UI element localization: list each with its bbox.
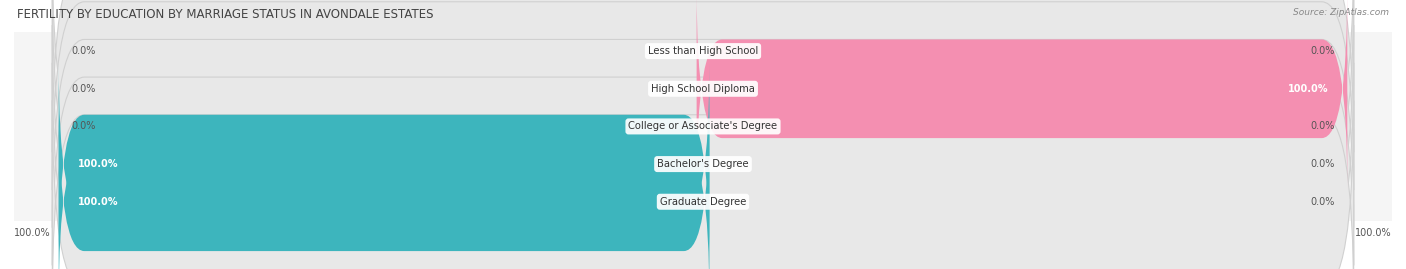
Text: 100.0%: 100.0% bbox=[14, 228, 51, 238]
FancyBboxPatch shape bbox=[52, 0, 1354, 153]
Text: High School Diploma: High School Diploma bbox=[651, 84, 755, 94]
FancyBboxPatch shape bbox=[52, 100, 1354, 269]
Text: 0.0%: 0.0% bbox=[1310, 159, 1334, 169]
Text: Less than High School: Less than High School bbox=[648, 46, 758, 56]
Text: 0.0%: 0.0% bbox=[1310, 197, 1334, 207]
Text: 0.0%: 0.0% bbox=[72, 46, 96, 56]
Text: 0.0%: 0.0% bbox=[72, 84, 96, 94]
Text: 0.0%: 0.0% bbox=[1310, 46, 1334, 56]
FancyBboxPatch shape bbox=[52, 25, 1354, 228]
Text: Bachelor's Degree: Bachelor's Degree bbox=[657, 159, 749, 169]
Text: 0.0%: 0.0% bbox=[72, 121, 96, 132]
FancyBboxPatch shape bbox=[696, 0, 1347, 190]
FancyBboxPatch shape bbox=[52, 0, 1354, 190]
Text: College or Associate's Degree: College or Associate's Degree bbox=[628, 121, 778, 132]
Text: 100.0%: 100.0% bbox=[77, 197, 118, 207]
Text: 0.0%: 0.0% bbox=[1310, 121, 1334, 132]
Text: FERTILITY BY EDUCATION BY MARRIAGE STATUS IN AVONDALE ESTATES: FERTILITY BY EDUCATION BY MARRIAGE STATU… bbox=[17, 8, 433, 21]
FancyBboxPatch shape bbox=[59, 100, 710, 269]
FancyBboxPatch shape bbox=[52, 63, 1354, 266]
Text: Source: ZipAtlas.com: Source: ZipAtlas.com bbox=[1294, 8, 1389, 17]
Text: 100.0%: 100.0% bbox=[77, 159, 118, 169]
FancyBboxPatch shape bbox=[59, 63, 710, 266]
Text: Graduate Degree: Graduate Degree bbox=[659, 197, 747, 207]
Text: 100.0%: 100.0% bbox=[1355, 228, 1392, 238]
Text: 100.0%: 100.0% bbox=[1288, 84, 1329, 94]
